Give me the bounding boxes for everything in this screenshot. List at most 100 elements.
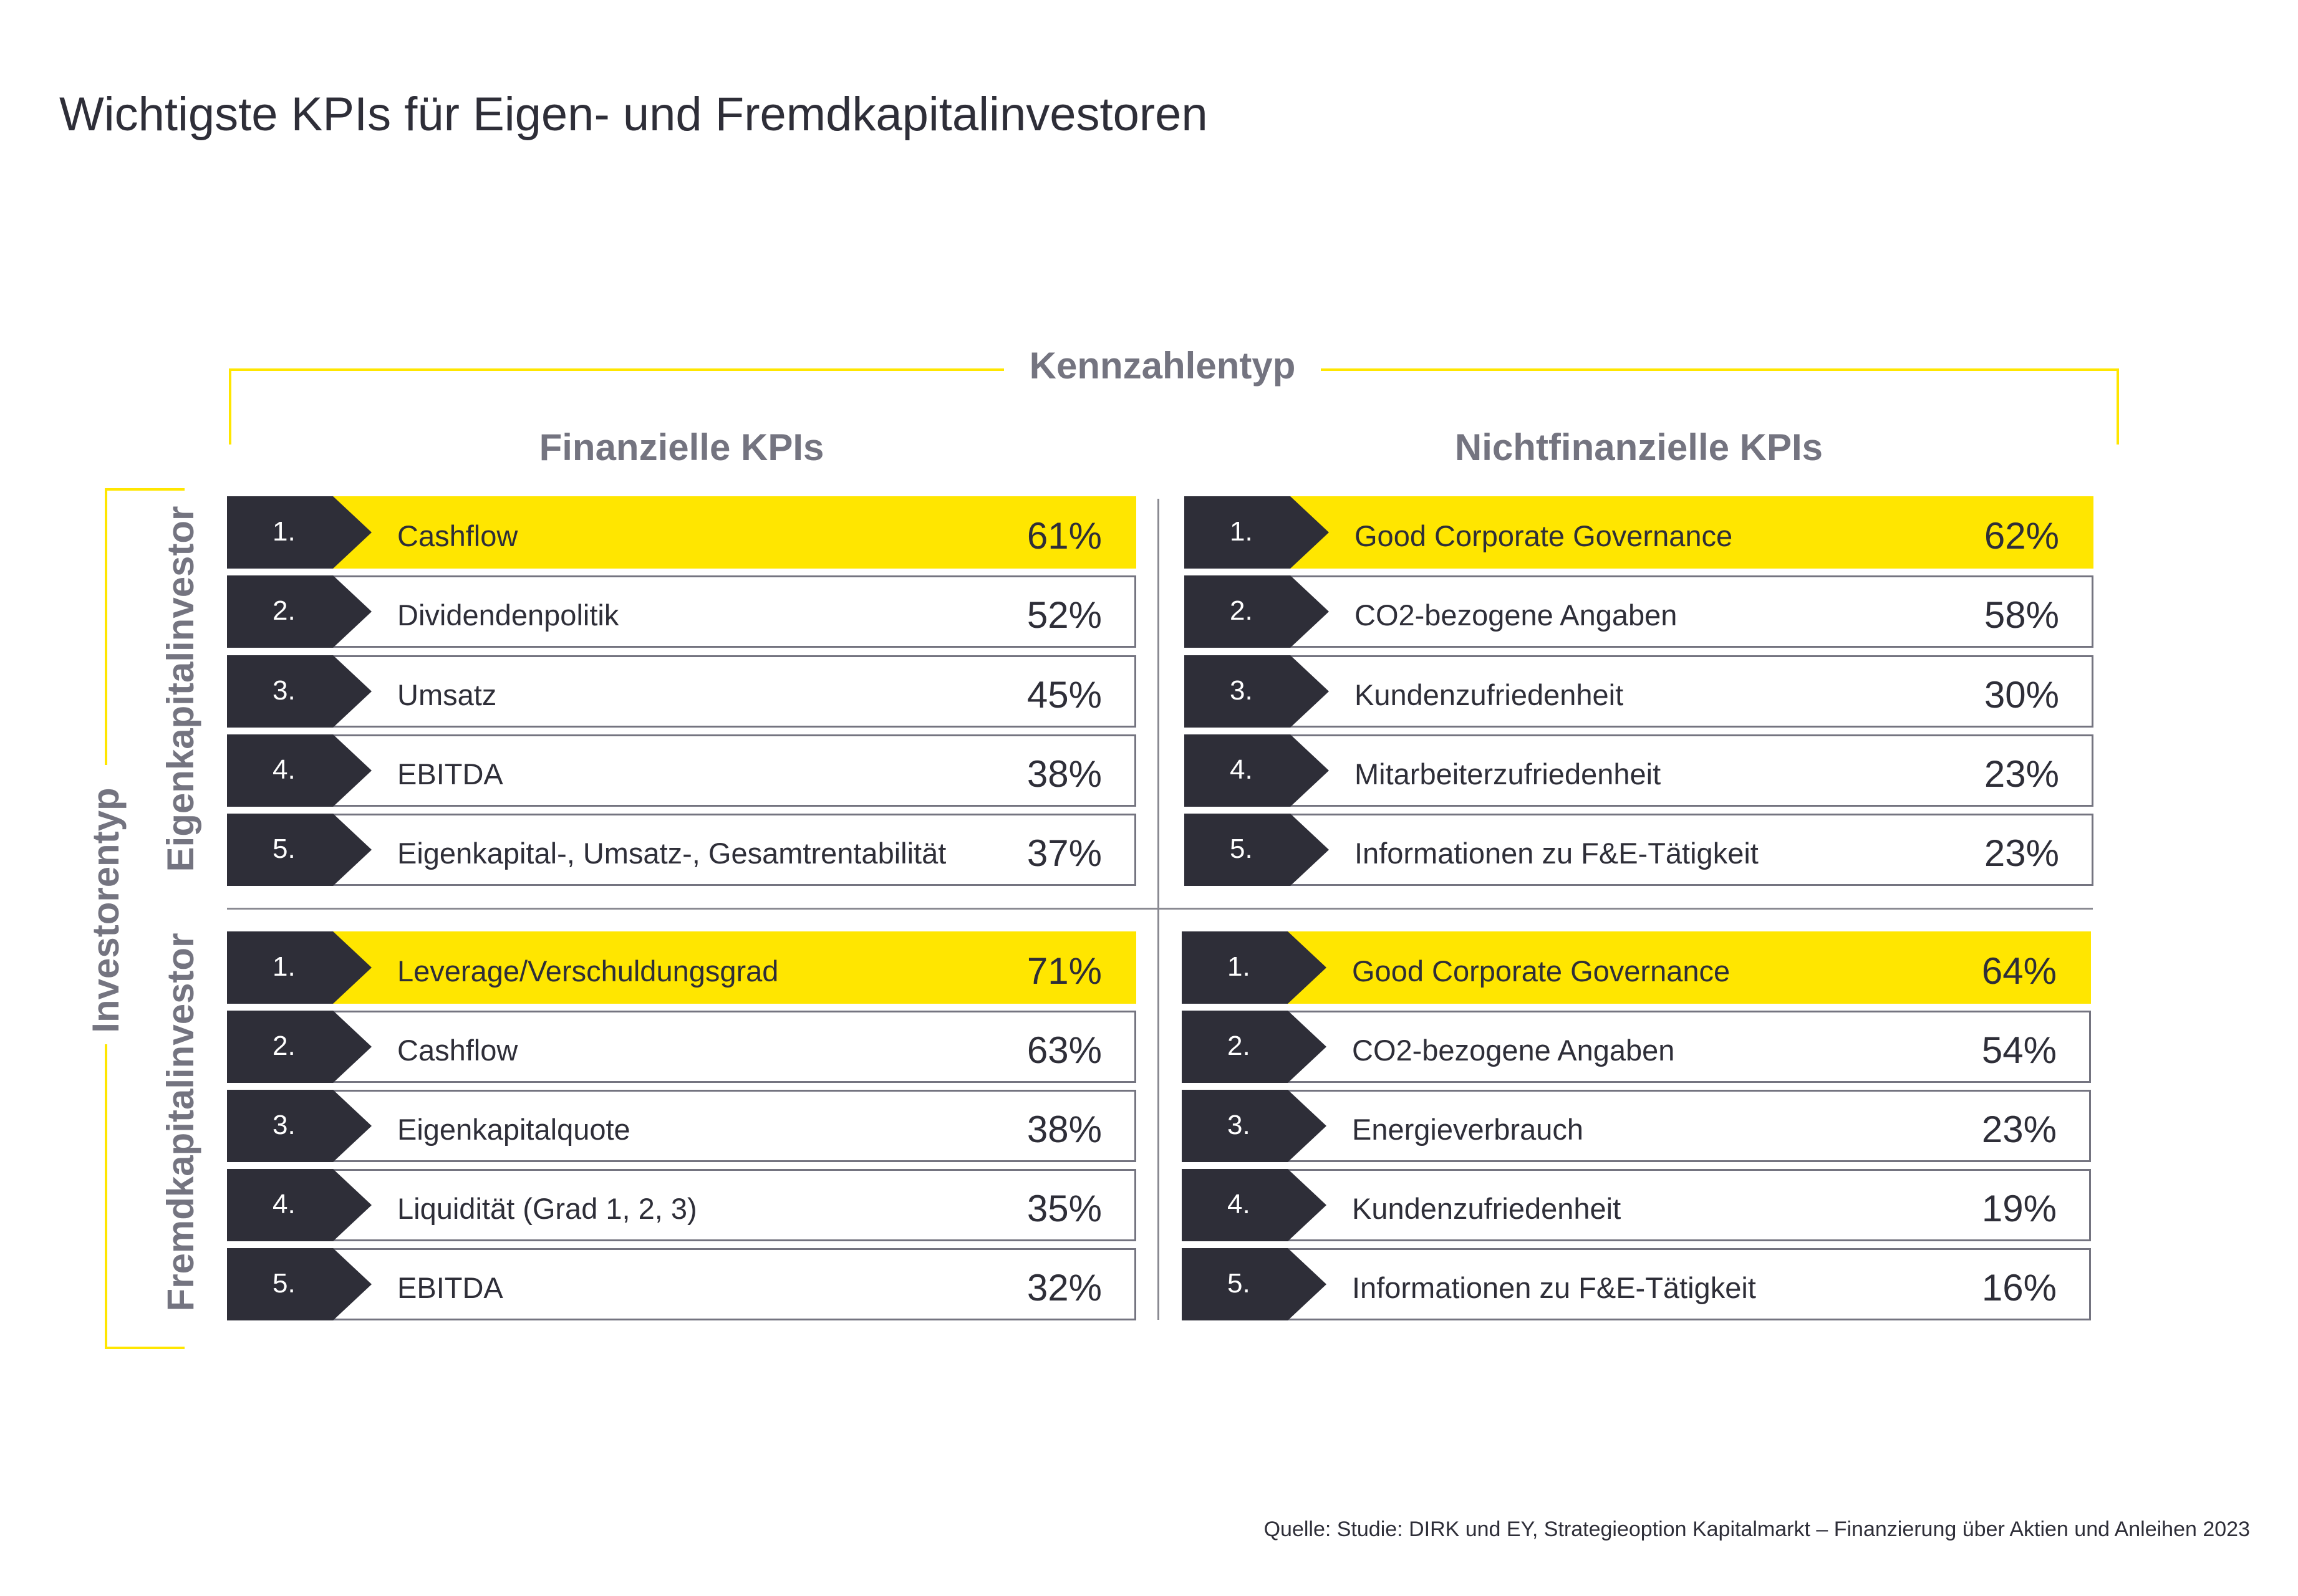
rank-number: 2.	[1230, 595, 1253, 626]
kpi-label: Leverage/Verschuldungsgrad	[397, 954, 779, 988]
kpi-row: 3. Kundenzufriedenheit 30%	[1184, 655, 2093, 728]
row-bracket-vertical-top	[105, 488, 107, 765]
kpi-value: 62%	[1984, 515, 2059, 557]
kpi-label: CO2-bezogene Angaben	[1354, 598, 1678, 632]
rank-badge	[1184, 814, 1329, 886]
kpi-row: 3. Eigenkapitalquote 38%	[227, 1090, 1136, 1162]
column-bracket-top-right	[1321, 368, 2119, 371]
kpi-row: 1. Leverage/Verschuldungsgrad 71%	[227, 931, 1136, 1004]
rank-number: 2.	[273, 595, 296, 626]
kpi-label: Cashflow	[397, 1034, 518, 1067]
kpi-label: Umsatz	[397, 678, 497, 711]
kpi-row: 3. Energieverbrauch 23%	[1182, 1090, 2091, 1162]
rank-number: 1.	[1227, 951, 1250, 982]
rank-badge	[227, 1248, 372, 1320]
row-bracket-top-tick	[105, 488, 185, 491]
kpi-row: 3. Umsatz 45%	[227, 655, 1136, 728]
kpi-label: CO2-bezogene Angaben	[1352, 1034, 1675, 1067]
rank-badge	[1184, 496, 1329, 569]
rank-badge	[227, 734, 372, 807]
row-type-label: Investorentyp	[85, 787, 127, 1033]
rank-number: 1.	[273, 516, 296, 547]
rank-badge	[1184, 575, 1329, 648]
rank-badge	[227, 1169, 372, 1241]
kpi-label: Kundenzufriedenheit	[1354, 678, 1624, 711]
kpi-row: 1. Cashflow 61%	[227, 496, 1136, 569]
column-bracket-top-left	[229, 368, 1004, 371]
column-bracket-left-tick	[229, 368, 231, 445]
kpi-row: 1. Good Corporate Governance 64%	[1182, 931, 2091, 1004]
kpi-label: Informationen zu F&E-Tätigkeit	[1352, 1271, 1756, 1304]
kpi-value: 32%	[1026, 1267, 1102, 1309]
rank-badge	[227, 496, 372, 569]
kpi-value: 23%	[1984, 753, 2059, 795]
kpi-row: 5. Informationen zu F&E-Tätigkeit 16%	[1182, 1248, 2091, 1320]
kpi-row: 2. CO2-bezogene Angaben 54%	[1182, 1011, 2091, 1083]
rank-badge	[1184, 734, 1329, 807]
group-label-equity: Eigenkapitalinvestor	[160, 506, 201, 872]
kpi-row: 4. Mitarbeiterzufriedenheit 23%	[1184, 734, 2093, 807]
column-heading-nonfinancial: Nichtfinanzielle KPIs	[1454, 426, 1823, 468]
kpi-label: Good Corporate Governance	[1354, 519, 1733, 552]
kpi-label: Liquidität (Grad 1, 2, 3)	[397, 1192, 697, 1225]
rank-badge	[1182, 931, 1326, 1004]
kpi-value: 54%	[1981, 1029, 2057, 1071]
rank-number: 4.	[1230, 754, 1253, 785]
row-bracket-vertical-bottom	[105, 1044, 107, 1349]
kpi-label: Eigenkapitalquote	[397, 1113, 630, 1146]
rank-badge	[227, 814, 372, 886]
kpi-value: 23%	[1984, 832, 2059, 874]
rank-badge	[1182, 1011, 1326, 1083]
rank-number: 3.	[1230, 675, 1253, 706]
kpi-value: 35%	[1026, 1188, 1102, 1229]
kpi-value: 63%	[1026, 1029, 1102, 1071]
rank-badge	[1182, 1090, 1326, 1162]
rank-badge	[227, 575, 372, 648]
kpi-label: Energieverbrauch	[1352, 1113, 1583, 1146]
kpi-row: 1. Good Corporate Governance 62%	[1184, 496, 2093, 569]
kpi-label: EBITDA	[397, 757, 503, 791]
rank-number: 2.	[1227, 1031, 1250, 1061]
rank-number: 5.	[273, 834, 296, 864]
rank-number: 3.	[273, 675, 296, 706]
rank-number: 2.	[273, 1031, 296, 1061]
group-label-debt: Fremdkapitalinvestor	[160, 933, 201, 1312]
rank-number: 1.	[1230, 516, 1253, 547]
kpi-label: Informationen zu F&E-Tätigkeit	[1354, 837, 1759, 870]
rank-number: 4.	[273, 754, 296, 785]
rank-number: 3.	[1227, 1110, 1250, 1140]
kpi-row: 4. EBITDA 38%	[227, 734, 1136, 807]
kpi-row: 5. Eigenkapital-, Umsatz-, Gesamtrentabi…	[227, 814, 1136, 886]
kpi-row: 2. Dividendenpolitik 52%	[227, 575, 1136, 648]
kpi-label: Kundenzufriedenheit	[1352, 1192, 1621, 1225]
rank-badge	[227, 655, 372, 728]
rank-number: 5.	[1227, 1268, 1250, 1299]
kpi-label: Eigenkapital-, Umsatz-, Gesamtrentabilit…	[397, 837, 947, 870]
kpi-label: Cashflow	[397, 519, 518, 552]
kpi-value: 52%	[1026, 594, 1102, 636]
kpi-row: 2. CO2-bezogene Angaben 58%	[1184, 575, 2093, 648]
kpi-value: 38%	[1026, 1108, 1102, 1150]
source-note: Quelle: Studie: DIRK und EY, Strategieop…	[1263, 1517, 2250, 1541]
column-bracket-right-tick	[2117, 368, 2119, 445]
rank-badge	[227, 931, 372, 1004]
kpi-value: 16%	[1981, 1267, 2057, 1309]
rank-badge	[1182, 1248, 1326, 1320]
kpi-value: 38%	[1026, 753, 1102, 795]
kpi-row: 5. Informationen zu F&E-Tätigkeit 23%	[1184, 814, 2093, 886]
kpi-value: 37%	[1026, 832, 1102, 874]
column-type-label: Kennzahlentyp	[1029, 345, 1296, 387]
rank-badge	[227, 1090, 372, 1162]
rank-number: 5.	[1230, 834, 1253, 864]
kpi-value: 23%	[1981, 1108, 2057, 1150]
kpi-value: 19%	[1981, 1188, 2057, 1229]
kpi-row: 2. Cashflow 63%	[227, 1011, 1136, 1083]
column-heading-financial: Finanzielle KPIs	[539, 426, 824, 468]
rank-badge	[227, 1011, 372, 1083]
kpi-label: EBITDA	[397, 1271, 503, 1304]
rank-number: 1.	[273, 951, 296, 982]
rank-number: 4.	[273, 1189, 296, 1219]
rank-number: 4.	[1227, 1189, 1250, 1219]
kpi-value: 64%	[1981, 950, 2057, 992]
rank-number: 3.	[273, 1110, 296, 1140]
